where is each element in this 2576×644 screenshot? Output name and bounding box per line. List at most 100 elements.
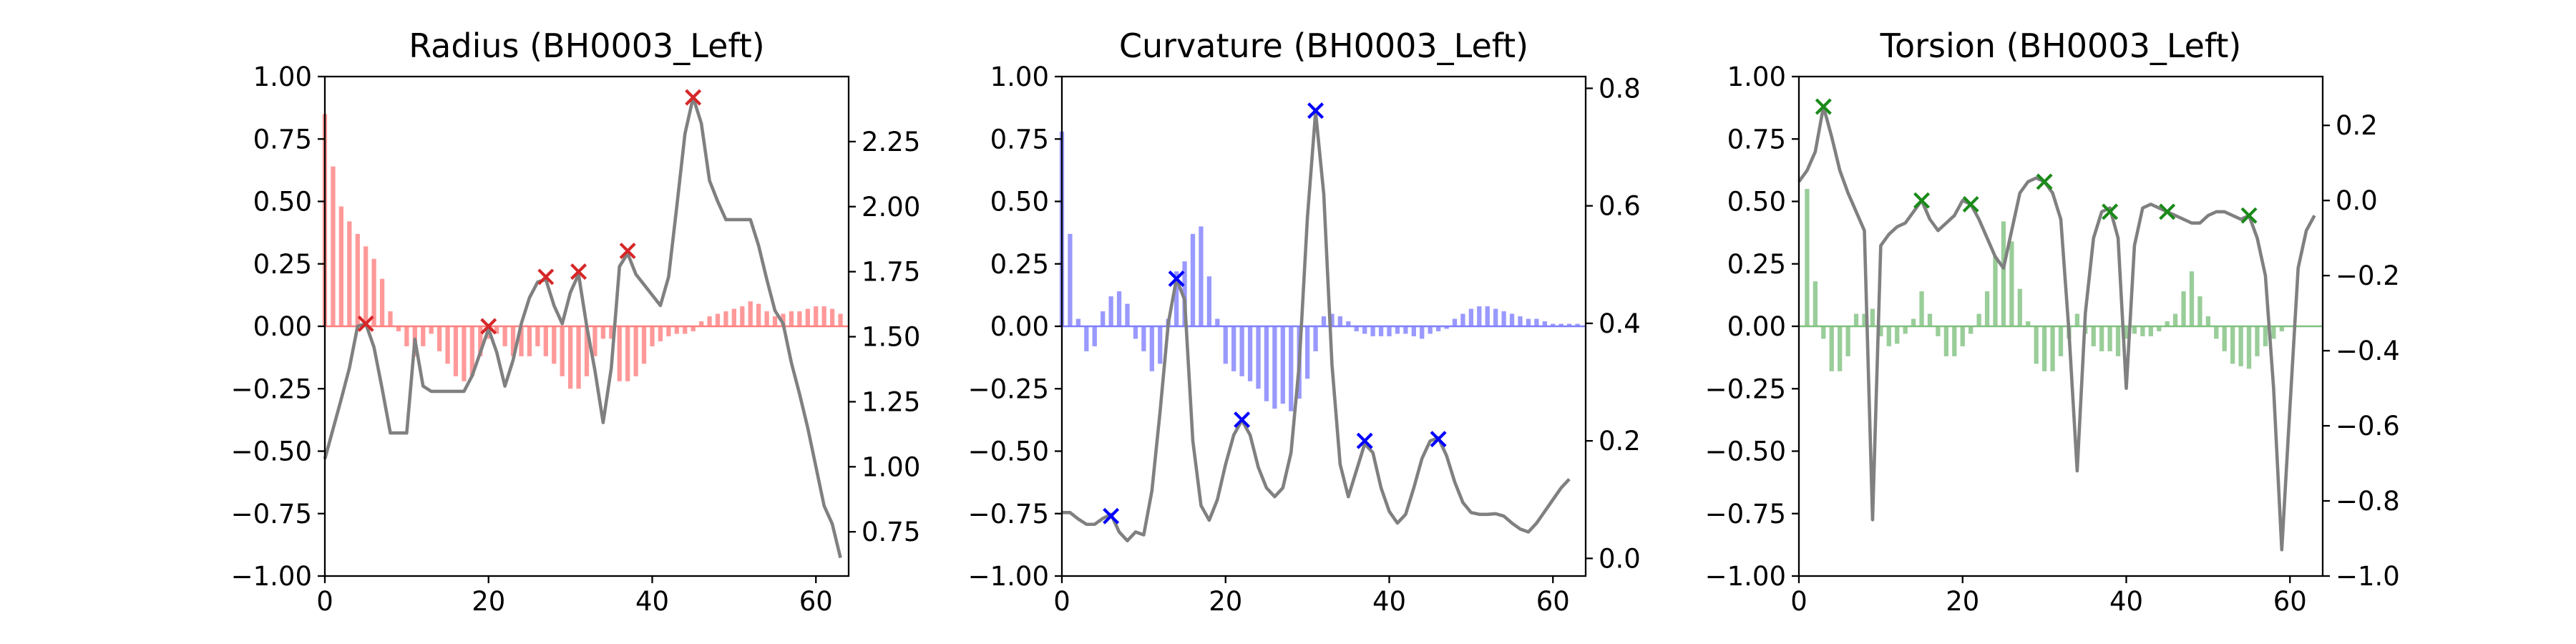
peak-marker	[2102, 203, 2119, 220]
peak-marker	[1815, 98, 1832, 115]
y-tick-label: −0.50	[231, 436, 312, 467]
bar	[1468, 308, 1474, 326]
y-tick-label: 0.25	[990, 249, 1049, 280]
y2-tick-label: 0.4	[1599, 308, 1641, 339]
y-tick-label: −0.75	[231, 499, 312, 530]
bar	[421, 326, 426, 346]
bar	[1206, 276, 1212, 326]
bar	[2001, 221, 2006, 326]
y-tick-label: 0.00	[1727, 311, 1786, 342]
bar	[814, 306, 819, 326]
peak-marker	[1430, 431, 1447, 448]
y2-tick-label: 1.75	[862, 257, 920, 288]
bar	[617, 326, 622, 381]
bar	[478, 326, 483, 356]
bar	[1116, 291, 1122, 326]
peak-marker	[1913, 192, 1931, 209]
bar	[2017, 288, 2022, 326]
bar	[1805, 189, 1810, 326]
bar	[1886, 326, 1891, 346]
y2-tick-label: 2.00	[862, 192, 920, 223]
bar	[1526, 318, 1531, 326]
torsion-panel: 1.000.750.500.250.00−0.25−0.50−0.75−1.00…	[1705, 26, 2400, 617]
y2-tick-label: 1.25	[862, 386, 920, 417]
bar	[1976, 313, 1981, 326]
bar	[1838, 326, 1843, 371]
bar	[1174, 271, 1179, 326]
bar	[1853, 313, 1859, 326]
y-tick-label: −1.00	[968, 561, 1049, 592]
bar	[2238, 326, 2243, 366]
bar	[1256, 326, 1261, 389]
bar	[1566, 323, 1572, 326]
bar	[2165, 321, 2170, 326]
bar	[1337, 316, 1343, 326]
y-tick-label: 0.75	[990, 124, 1049, 155]
bar	[1068, 233, 1073, 326]
peak-marker	[619, 243, 636, 260]
bar	[2058, 326, 2064, 356]
y-tick-label: −0.75	[968, 499, 1049, 530]
bar	[1993, 256, 1998, 326]
bar	[650, 326, 655, 346]
bar	[2041, 326, 2047, 371]
bar	[2132, 326, 2137, 334]
bar	[1477, 306, 1482, 326]
bar	[1943, 326, 1949, 356]
series-line	[1797, 104, 2316, 552]
bar	[2157, 326, 2162, 331]
bar	[805, 308, 810, 326]
bar	[1845, 326, 1850, 356]
bar	[2009, 241, 2014, 326]
bar	[1518, 316, 1523, 326]
bar	[1370, 326, 1375, 336]
bar	[1289, 326, 1294, 411]
bar	[1239, 326, 1244, 376]
curvature-panel: 1.000.750.500.250.00−0.25−0.50−0.75−1.00…	[968, 26, 1641, 617]
peak-marker	[1307, 102, 1324, 119]
bar	[683, 326, 688, 334]
y-tick-label: −0.75	[1705, 499, 1786, 530]
y2-tick-label: 0.6	[1599, 191, 1641, 222]
bar	[2271, 326, 2276, 339]
y-tick-label: −0.50	[968, 436, 1049, 467]
bar	[600, 326, 606, 339]
bar	[1862, 313, 1867, 326]
bar	[1919, 291, 1924, 326]
bar	[748, 301, 753, 326]
y-tick-label: −1.00	[1705, 561, 1786, 592]
bar	[1330, 313, 1335, 326]
x-tick-label: 60	[2273, 586, 2307, 617]
y-tick-label: 0.75	[253, 124, 312, 155]
bar	[1551, 323, 1556, 326]
bar	[364, 246, 369, 326]
bar	[1952, 326, 1957, 356]
y2-tick-label: −1.0	[2336, 561, 2400, 592]
x-tick-label: 0	[1790, 586, 1807, 617]
panel-title: Torsion (BH0003_Left)	[1880, 26, 2242, 65]
y-tick-label: −0.25	[968, 374, 1049, 404]
bar	[1870, 308, 1875, 326]
bar	[1133, 326, 1138, 339]
bar	[1158, 326, 1163, 364]
peak-marker	[480, 318, 497, 335]
bar	[1313, 326, 1318, 351]
y-tick-label: 0.50	[253, 187, 312, 218]
bar	[1829, 326, 1834, 371]
bar	[2115, 326, 2121, 356]
peak-marker	[357, 315, 374, 332]
bar	[1199, 226, 1204, 326]
bar	[543, 326, 548, 356]
peak-marker	[2159, 203, 2176, 220]
peak-marker	[1356, 432, 1373, 449]
y-tick-label: −1.00	[231, 561, 312, 592]
bar	[1264, 326, 1269, 401]
bar	[1280, 326, 1285, 404]
bar	[691, 326, 696, 331]
bar	[519, 326, 524, 356]
bar	[821, 306, 826, 326]
bar	[2148, 326, 2153, 336]
bar	[2074, 313, 2080, 326]
bar	[1378, 326, 1384, 336]
panel-title: Radius (BH0003_Left)	[409, 26, 765, 65]
